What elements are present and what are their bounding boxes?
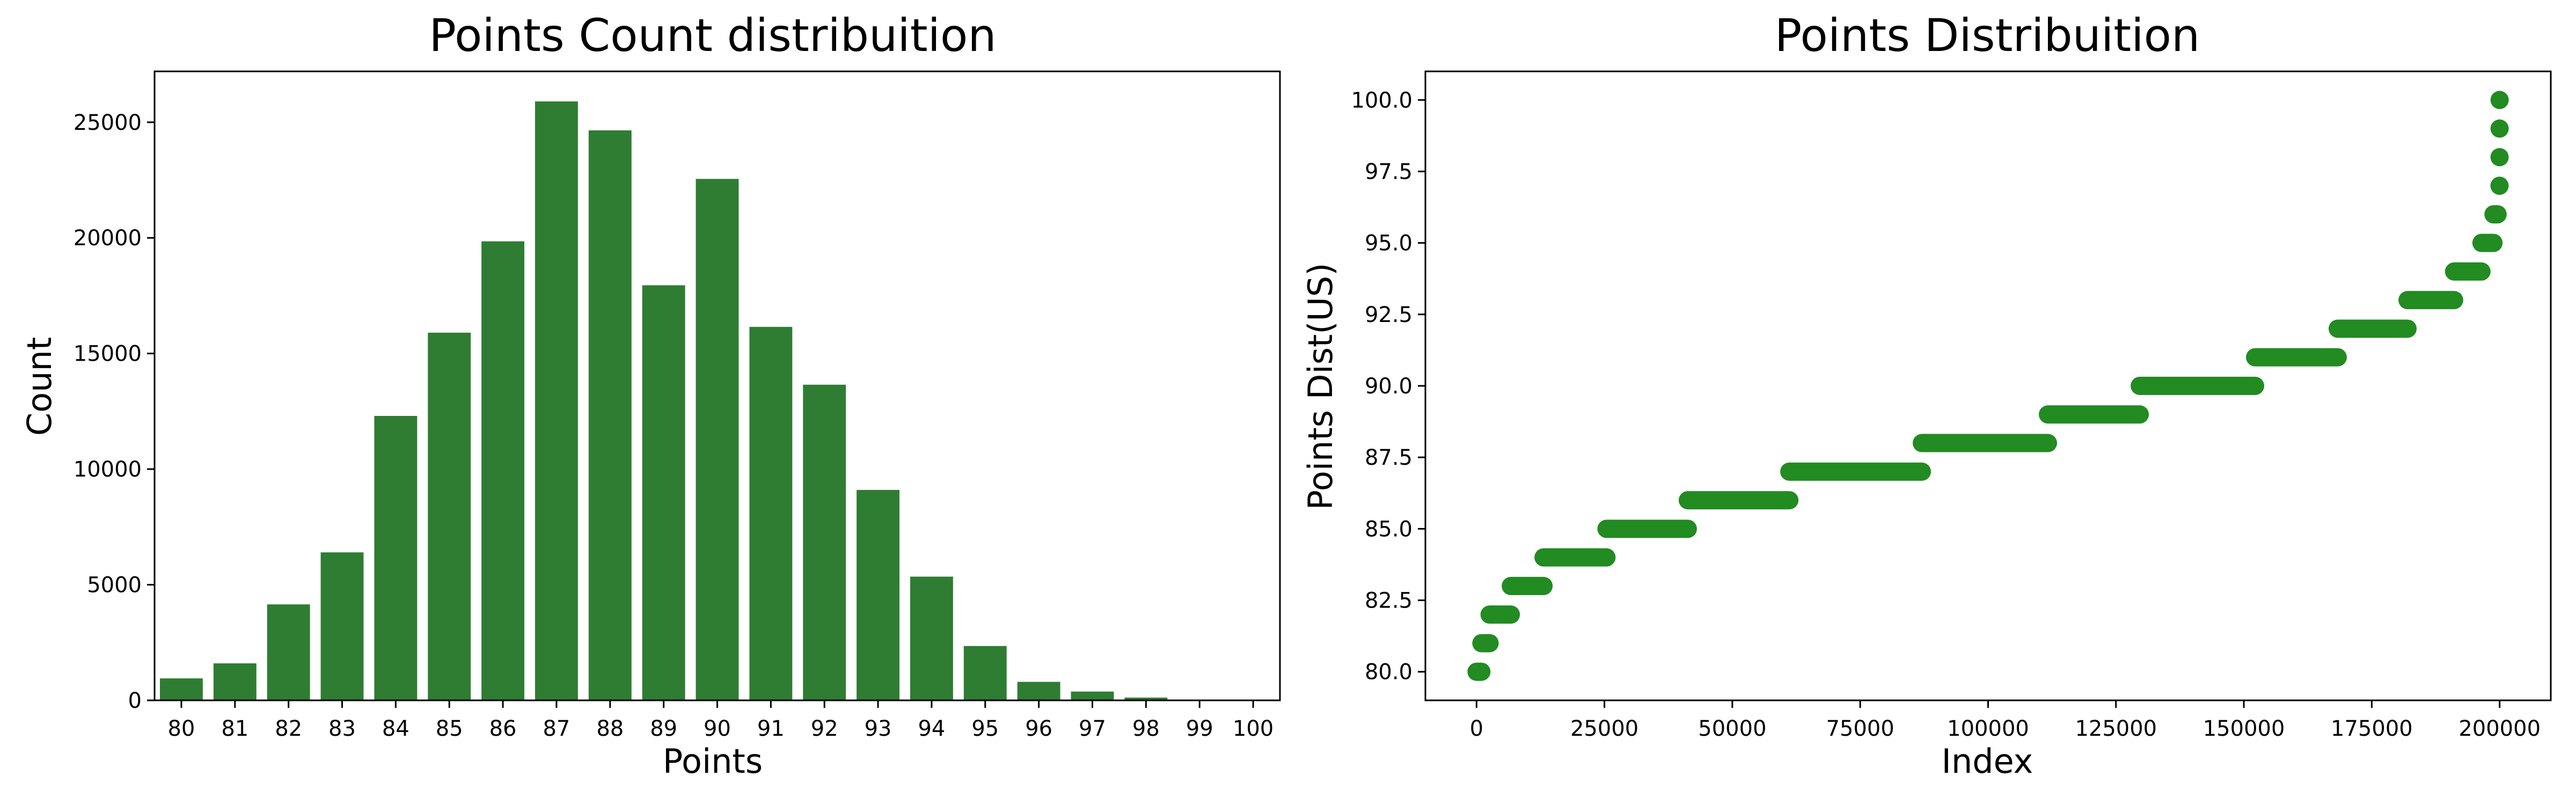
bar <box>1124 697 1168 700</box>
scatter-chart: Points Distribuition Index Points Dist(U… <box>1301 9 2552 781</box>
x-tick-label: 85 <box>436 716 463 741</box>
x-tick-label: 97 <box>1079 716 1106 741</box>
x-tick-label: 92 <box>811 716 838 741</box>
bar <box>213 663 257 700</box>
x-tick-label: 91 <box>757 716 785 741</box>
bar <box>642 285 685 700</box>
bar-chart-x-ticks: 80 81 82 83 84 85 86 87 88 89 90 91 92 93 94 95 96 97 98 99… <box>167 700 1274 741</box>
scatter-point <box>2490 177 2509 195</box>
y-tick-label: 25000 <box>74 111 142 135</box>
y-tick-label: 80.0 <box>1365 660 1413 685</box>
y-tick-label: 10000 <box>74 457 142 482</box>
scatter-point <box>2490 148 2509 166</box>
bar <box>803 384 846 700</box>
bar-chart-y-axis-label: Count <box>20 337 59 436</box>
x-tick-label: 84 <box>382 716 409 741</box>
x-tick-label: 82 <box>275 716 302 741</box>
x-tick-label: 89 <box>650 716 677 741</box>
x-tick-label: 100 <box>1233 716 1274 741</box>
bar-chart: Points Count distribuition Points Count … <box>20 9 1281 781</box>
x-tick-label: 99 <box>1186 716 1213 741</box>
x-tick-label: 125000 <box>2075 716 2157 741</box>
x-tick-label: 100000 <box>1947 716 2029 741</box>
bar-chart-x-axis-label: Points <box>663 742 763 781</box>
y-tick-label: 82.5 <box>1365 589 1413 613</box>
bar <box>910 576 953 700</box>
bar <box>696 179 739 700</box>
bar <box>588 130 632 700</box>
bar-chart-title: Points Count distribuition <box>429 9 996 62</box>
bar <box>374 416 418 700</box>
bar <box>267 604 310 700</box>
x-tick-label: 200000 <box>2458 716 2541 741</box>
y-tick-label: 15000 <box>74 342 142 367</box>
scatter-chart-x-ticks: 0 25000 50000 75000 100000 125000 150000 175000… <box>1470 700 2541 741</box>
bar <box>1071 691 1114 700</box>
bar <box>963 646 1007 700</box>
x-tick-label: 94 <box>918 716 945 741</box>
bar-chart-plot-frame <box>153 70 1281 701</box>
bar <box>481 241 525 701</box>
x-tick-label: 175000 <box>2331 716 2413 741</box>
y-tick-label: 20000 <box>74 226 142 251</box>
x-tick-label: 86 <box>489 716 517 741</box>
scatter-chart-x-axis-label: Index <box>1942 742 2033 781</box>
x-tick-label: 0 <box>1470 716 1483 741</box>
scatter-point <box>2490 91 2509 109</box>
y-tick-label: 85.0 <box>1365 517 1413 541</box>
y-tick-label: 90.0 <box>1365 374 1413 399</box>
bar <box>535 101 578 701</box>
x-tick-label: 96 <box>1025 716 1052 741</box>
scatter-chart-points <box>1467 91 2509 681</box>
x-tick-label: 81 <box>221 716 248 741</box>
scatter-chart-y-ticks: 80.0 82.5 85.0 87.5 90.0 92.5 95.0 97.5 100.0 <box>1351 88 1425 685</box>
bar <box>428 332 471 700</box>
y-tick-label: 92.5 <box>1365 303 1413 327</box>
y-tick-label: 95.0 <box>1365 231 1413 256</box>
x-tick-label: 25000 <box>1570 716 1638 741</box>
x-tick-label: 83 <box>328 716 356 741</box>
bar <box>159 678 203 700</box>
bar-chart-bars <box>159 101 1275 701</box>
y-tick-label: 100.0 <box>1351 88 1413 113</box>
y-tick-label: 97.5 <box>1365 159 1413 184</box>
x-tick-label: 80 <box>167 716 195 741</box>
scatter-point <box>2490 119 2509 138</box>
x-tick-label: 150000 <box>2203 716 2285 741</box>
scatter-chart-title: Points Distribuition <box>1775 9 2200 62</box>
x-tick-label: 87 <box>543 716 570 741</box>
scatter-chart-plot-frame <box>1424 70 2552 701</box>
y-tick-label: 5000 <box>87 573 142 598</box>
y-tick-label: 87.5 <box>1365 445 1413 470</box>
x-tick-label: 75000 <box>1826 716 1894 741</box>
bar <box>749 327 793 700</box>
bar-chart-y-ticks: 0 5000 10000 15000 20000 25000 <box>74 111 155 713</box>
bar <box>320 552 364 700</box>
x-tick-label: 90 <box>704 716 731 741</box>
x-tick-label: 95 <box>971 716 999 741</box>
scatter-chart-y-axis-label: Points Dist(US) <box>1301 263 1340 510</box>
bar <box>1017 682 1060 700</box>
x-tick-label: 88 <box>596 716 624 741</box>
x-tick-label: 98 <box>1132 716 1160 741</box>
x-tick-label: 93 <box>865 716 892 741</box>
y-tick-label: 0 <box>128 689 142 713</box>
x-tick-label: 50000 <box>1698 716 1766 741</box>
bar <box>857 489 900 700</box>
